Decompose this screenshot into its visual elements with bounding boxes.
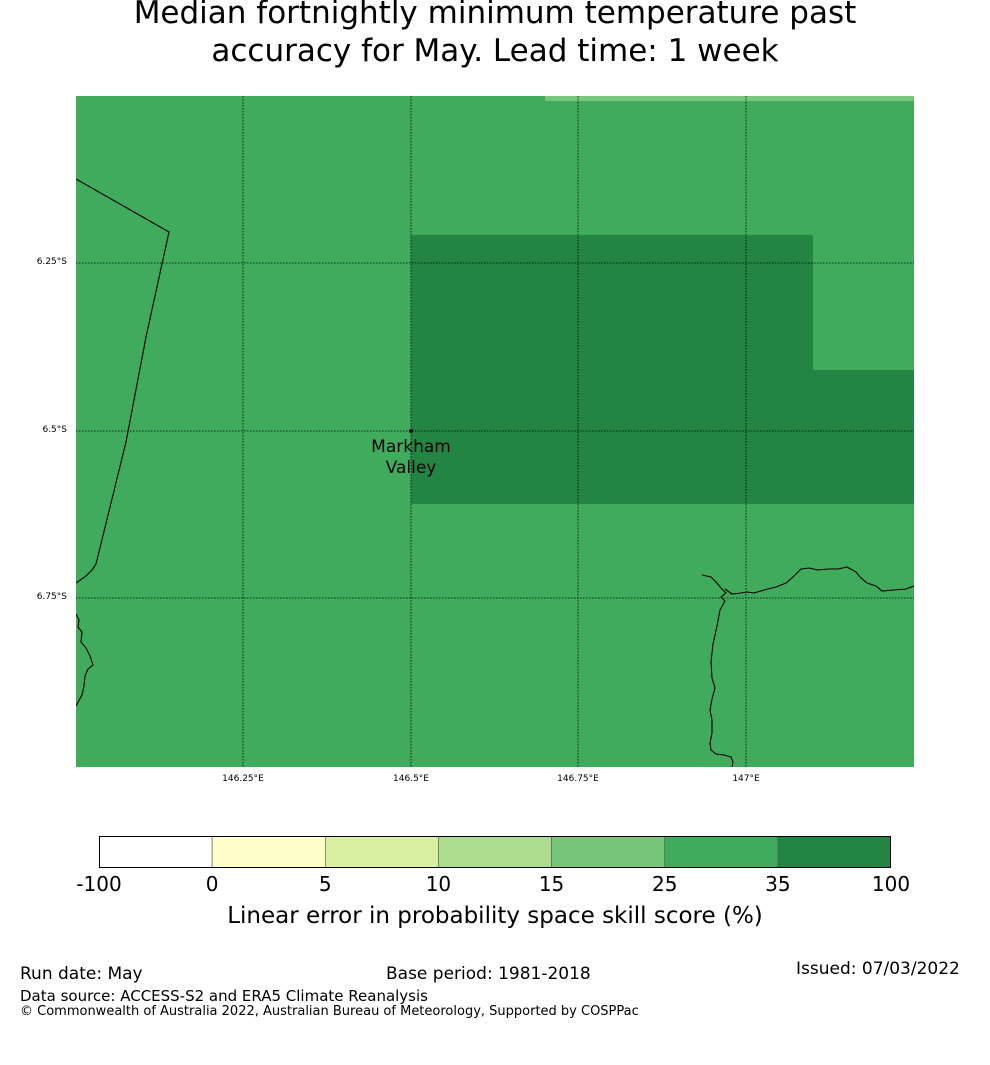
colorbar-bin — [438, 836, 552, 868]
colorbar-bin — [664, 836, 779, 868]
colorbar-tick-label: -100 — [76, 872, 122, 896]
coastline-huon-gulf — [701, 574, 734, 767]
colorbar-tick-label: 0 — [205, 872, 219, 896]
colorbar-tick-label: 10 — [425, 872, 452, 896]
lon-tick-label: 147°E — [732, 774, 760, 784]
run-date: Run date: May — [20, 964, 143, 984]
skill-map: Markham Valley — [76, 96, 914, 767]
colorbar-frame — [99, 836, 891, 868]
place-name-line-2: Valley — [386, 458, 437, 478]
copyright: © Commonwealth of Australia 2022, Austra… — [20, 1004, 639, 1019]
colorbar-bin — [551, 836, 666, 868]
lon-tick-label: 146.5°E — [393, 774, 429, 784]
coastline-west — [76, 613, 94, 707]
colorbar-bin — [777, 836, 891, 868]
colorbar-tick-label: 100 — [871, 872, 911, 896]
colorbar-tick-label: 35 — [765, 872, 791, 896]
title-line-2: accuracy for May. Lead time: 1 week — [211, 33, 779, 69]
colorbar-bin — [324, 836, 439, 868]
lat-tick-label: 6.75°S — [36, 592, 67, 602]
graticule — [76, 96, 914, 767]
coastline-east — [724, 566, 914, 595]
skill-cell-35-100 — [411, 235, 914, 504]
lat-tick-label: 6.5°S — [42, 425, 67, 435]
colorbar-bin — [99, 836, 213, 868]
colorbar-tick-label: 25 — [651, 872, 678, 896]
base-period: Base period: 1981-2018 — [386, 964, 591, 984]
location-marker — [409, 429, 413, 433]
lon-tick-label: 146.25°E — [222, 774, 264, 784]
colorbar-tick-label: 15 — [538, 872, 565, 896]
skill-cell-15-25 — [545, 96, 914, 101]
lat-tick-label: 6.25°S — [36, 257, 67, 267]
issued-date: Issued: 07/03/2022 — [796, 959, 960, 979]
data-source: Data source: ACCESS-S2 and ERA5 Climate … — [20, 987, 428, 1005]
colorbar — [99, 836, 891, 868]
title-line-1: Median fortnightly minimum temperature p… — [133, 0, 857, 31]
map-title: Median fortnightly minimum temperature p… — [0, 0, 990, 70]
lon-tick-label: 146.75°E — [557, 774, 599, 784]
colorbar-tick-label: 5 — [318, 872, 332, 896]
colorbar-title: Linear error in probability space skill … — [227, 903, 763, 929]
province-border — [76, 178, 170, 584]
coastline-group — [76, 178, 914, 767]
place-name-line-1: Markham — [371, 437, 451, 457]
colorbar-bin — [211, 836, 326, 868]
